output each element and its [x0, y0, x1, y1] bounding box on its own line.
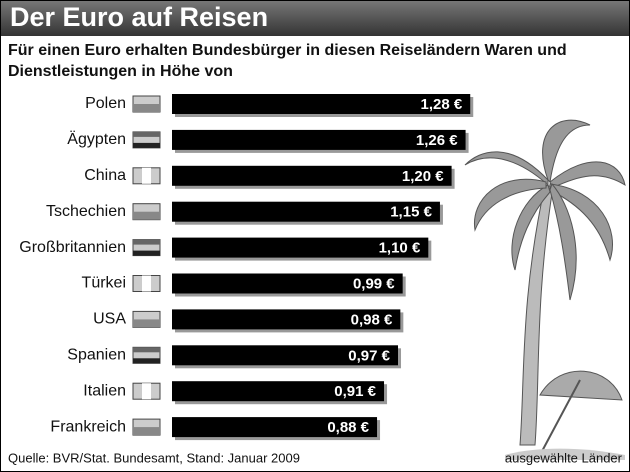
category-label: China [84, 167, 126, 184]
source: Quelle: BVR/Stat. Bundesamt, Stand: Janu… [8, 450, 300, 465]
category-label: Ägypten [67, 130, 126, 148]
bar [172, 273, 403, 294]
note: ausgewählte Länder [505, 450, 623, 465]
category-label: Tschechien [46, 203, 126, 220]
value-label: 0,98 € [351, 311, 393, 328]
value-label: 1,10 € [379, 240, 421, 257]
bar [172, 309, 401, 330]
value-label: 1,15 € [390, 204, 432, 221]
category-label: USA [93, 311, 126, 328]
value-label: 0,91 € [334, 383, 376, 400]
value-label: 0,88 € [327, 419, 369, 436]
category-label: Frankreich [50, 418, 126, 435]
beach-umbrella [505, 370, 625, 460]
flag [132, 275, 161, 292]
flag [132, 203, 161, 221]
category-label: Spanien [67, 347, 126, 364]
flag [132, 95, 161, 113]
category-label: Polen [85, 95, 126, 112]
bar [172, 129, 466, 150]
value-label: 1,20 € [402, 168, 444, 185]
chart-title: Der Euro auf Reisen [10, 2, 268, 32]
bar [172, 345, 399, 366]
title-bar [1, 1, 629, 36]
flag [132, 418, 161, 436]
category-label: Türkei [82, 275, 126, 292]
value-label: 1,28 € [421, 96, 463, 113]
value-label: 0,97 € [348, 347, 390, 364]
flag [132, 167, 161, 185]
bar [172, 94, 471, 114]
flag [132, 310, 161, 328]
category-label: Großbritannien [19, 239, 126, 256]
flag [132, 382, 161, 400]
value-label: 1,26 € [416, 132, 458, 149]
flag [132, 346, 161, 364]
bar [172, 201, 440, 222]
value-label: 0,99 € [353, 275, 395, 292]
bar [172, 381, 385, 402]
palm-tree [464, 119, 626, 446]
subtitle: Für einen Euro erhalten Bundesbürger in … [8, 42, 567, 80]
bar [172, 237, 429, 258]
bar [172, 417, 378, 438]
flag [132, 239, 161, 257]
category-label: Italien [83, 382, 126, 399]
bar [172, 165, 452, 186]
flag [132, 131, 161, 149]
